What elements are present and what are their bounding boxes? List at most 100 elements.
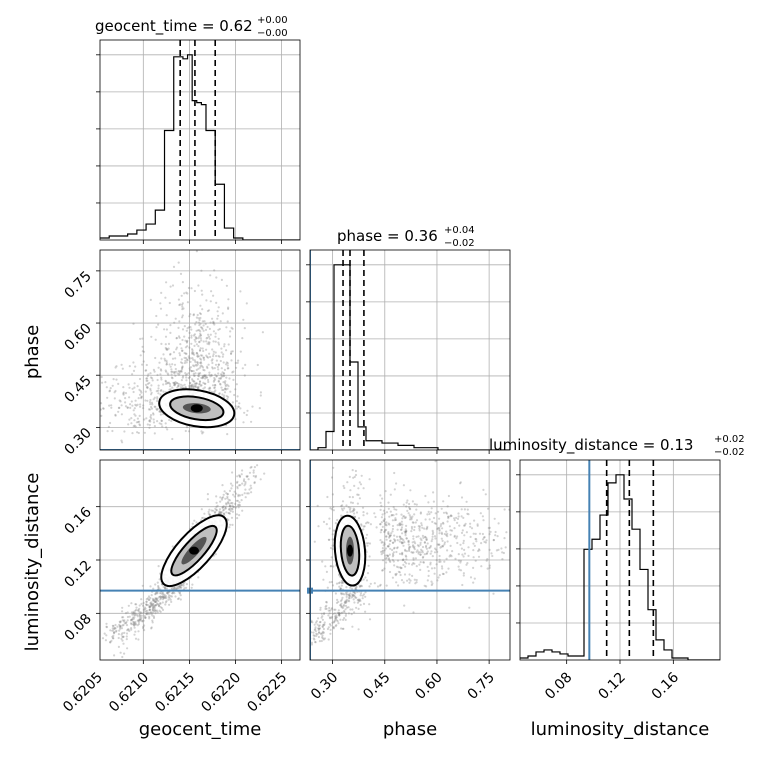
panel-luminosity-distance-vs-geocent-time-sample-1049 [167, 594, 171, 597]
panel-luminosity-distance-vs-geocent-time-sample-46 [201, 516, 204, 520]
panel-luminosity-distance-vs-phase-sample-622 [421, 534, 424, 538]
panel-phase-vs-geocent-time-sample-370 [166, 372, 169, 375]
panel-phase-vs-geocent-time-sample-244 [198, 329, 201, 332]
panel-luminosity-distance-vs-geocent-time-sample-312 [241, 509, 244, 512]
panel-luminosity-distance-vs-phase-sample-1024 [408, 507, 411, 510]
panel-phase-vs-geocent-time-sample-28 [166, 348, 169, 351]
hist-phase-frame [309, 249, 511, 451]
panel-luminosity-distance-vs-geocent-time-sample-204 [154, 597, 157, 600]
panel-luminosity-distance-vs-phase-sample-525 [394, 517, 397, 520]
panel-luminosity-distance-vs-geocent-time-sample-336 [236, 504, 239, 507]
panel-phase-vs-geocent-time-sample-898 [120, 413, 123, 416]
panel-luminosity-distance-vs-geocent-time-sample-813 [228, 512, 231, 515]
panel-luminosity-distance-vs-phase-sample-1166 [323, 621, 326, 624]
panel-luminosity-distance-vs-phase-sample-999 [420, 522, 423, 525]
panel-luminosity-distance-vs-geocent-time-sample-107 [225, 492, 228, 495]
panel-luminosity-distance-vs-phase-sample-901 [404, 548, 407, 551]
yticklabel-phase-2: 0.60 [61, 321, 94, 354]
panel-luminosity-distance-vs-phase-sample-908 [501, 558, 504, 561]
panel-phase-vs-geocent-time-sample-1089 [157, 389, 160, 392]
hist-geocent-time-bin-4 [137, 230, 146, 240]
panel-luminosity-distance-vs-phase-sample-1009 [391, 576, 394, 579]
panel-luminosity-distance-vs-phase-sample-1029 [431, 535, 434, 538]
hist-luminosity-distance-frame [519, 459, 721, 661]
panel-phase-vs-geocent-time-sample-565 [202, 349, 205, 353]
panel-phase-vs-geocent-time-sample-160 [141, 363, 144, 366]
panel-luminosity-distance-vs-phase-sample-329 [368, 603, 371, 606]
panel-phase-vs-geocent-time-sample-14 [214, 389, 217, 392]
panel-phase-vs-geocent-time-sample-146 [187, 372, 190, 375]
panel-phase-vs-geocent-time-sample-823 [85, 359, 87, 361]
panel-phase-vs-geocent-time-sample-1081 [155, 407, 158, 410]
panel-luminosity-distance-vs-phase-sample-641 [462, 539, 465, 543]
panel-luminosity-distance-vs-phase-sample-156 [355, 511, 359, 514]
panel-luminosity-distance-vs-phase-sample-1048 [412, 551, 415, 554]
panel-luminosity-distance-vs-phase-sample-1257 [328, 623, 331, 626]
panel-luminosity-distance-vs-phase-sample-128 [378, 584, 382, 587]
panel-luminosity-distance-vs-geocent-time-sample-27 [215, 508, 218, 511]
panel-luminosity-distance-vs-phase-sample-259 [352, 476, 355, 479]
panel-luminosity-distance-vs-geocent-time-sample-180 [224, 507, 227, 510]
panel-luminosity-distance-vs-phase-sample-1189 [342, 604, 346, 607]
panel-luminosity-distance-vs-phase-sample-1226 [321, 615, 324, 618]
panel-phase-vs-geocent-time-sample-719 [150, 393, 153, 396]
xlabel-phase: phase [383, 719, 437, 740]
panel-phase-vs-geocent-time-sample-506 [207, 378, 210, 382]
panel-luminosity-distance-vs-phase-sample-1123 [323, 623, 326, 626]
panel-phase-vs-geocent-time-sample-672 [175, 346, 179, 349]
panel-luminosity-distance-vs-phase-sample-165 [349, 501, 353, 504]
panel-luminosity-distance-vs-geocent-time-sample-414 [231, 508, 234, 511]
panel-luminosity-distance-vs-phase-sample-983 [477, 548, 481, 551]
panel-luminosity-distance-vs-geocent-time-sample-1115 [105, 626, 108, 629]
panel-luminosity-distance-vs-geocent-time-sample-1062 [136, 624, 139, 627]
panel-phase-vs-geocent-time-sample-386 [212, 322, 215, 325]
panel-phase-vs-geocent-time-sample-184 [169, 352, 172, 356]
panel-phase-vs-geocent-time-sample-273 [192, 372, 195, 375]
hist-luminosity-distance-bin-11 [608, 483, 616, 660]
panel-luminosity-distance-vs-geocent-time-sample-984 [118, 629, 121, 632]
panel-phase-vs-geocent-time-sample-473 [181, 362, 184, 365]
panel-luminosity-distance-vs-phase-sample-268 [352, 594, 355, 597]
panel-luminosity-distance-vs-phase-sample-631 [419, 537, 422, 540]
panel-luminosity-distance-vs-phase-sample-853 [461, 529, 464, 532]
panel-phase-vs-geocent-time-sample-661 [220, 351, 223, 354]
panel-luminosity-distance-vs-geocent-time-sample-645 [152, 599, 155, 602]
title-geocent-time-sup: +0.00 [257, 15, 288, 26]
panel-luminosity-distance-vs-geocent-time-sample-809 [164, 603, 167, 606]
panel-luminosity-distance-vs-phase-sample-950 [411, 545, 414, 548]
panel-luminosity-distance-vs-phase-sample-510 [439, 546, 442, 549]
panel-luminosity-distance-vs-phase-sample-882 [381, 513, 384, 516]
panel-luminosity-distance-vs-geocent-time-sample-12 [170, 600, 173, 604]
panel-phase-vs-geocent-time-sample-682 [191, 357, 194, 360]
panel-luminosity-distance-vs-phase-sample-309 [331, 584, 335, 587]
panel-luminosity-distance-vs-geocent-time-sample-146 [237, 503, 241, 506]
panel-phase-vs-geocent-time-sample-327 [218, 377, 221, 380]
panel-luminosity-distance-vs-geocent-time-sample-664 [154, 600, 157, 603]
panel-luminosity-distance-vs-geocent-time-sample-371 [222, 509, 225, 512]
panel-luminosity-distance-vs-geocent-time-sample-548 [155, 604, 158, 607]
panel-phase-vs-geocent-time-sample-701 [119, 400, 122, 403]
panel-luminosity-distance-vs-geocent-time-sample-1109 [145, 600, 148, 603]
panel-phase-vs-geocent-time-sample-200 [201, 293, 204, 296]
panel-phase-vs-geocent-time-sample-563 [183, 335, 186, 338]
panel-luminosity-distance-vs-phase-sample-815 [430, 567, 434, 570]
panel-phase-vs-geocent-time-sample-143 [181, 302, 184, 305]
panel-phase-vs-geocent-time-sample-67 [169, 385, 172, 388]
panel-luminosity-distance-vs-geocent-time-sample-481 [254, 476, 257, 479]
panel-luminosity-distance-vs-geocent-time-sample-980 [125, 621, 128, 624]
hist-phase-bin-11 [398, 445, 406, 450]
panel-luminosity-distance-vs-geocent-time-sample-515 [168, 603, 171, 606]
panel-luminosity-distance-vs-phase-sample-899 [390, 514, 393, 517]
panel-luminosity-distance-vs-phase-sample-900 [469, 576, 473, 579]
panel-luminosity-distance-vs-phase-sample-602 [418, 525, 421, 528]
panel-phase-vs-geocent-time-sample-225 [169, 388, 172, 391]
panel-phase-vs-geocent-time-sample-437 [228, 335, 232, 338]
panel-luminosity-distance-vs-phase-sample-1237 [333, 620, 336, 623]
panel-luminosity-distance-vs-phase-sample-533 [407, 540, 410, 543]
panel-luminosity-distance-vs-phase-sample-1003 [390, 532, 393, 535]
panel-phase-vs-geocent-time-sample-58 [139, 337, 142, 340]
panel-luminosity-distance-vs-geocent-time-sample-692 [226, 495, 229, 498]
panel-luminosity-distance-vs-phase-sample-573 [395, 550, 398, 554]
panel-luminosity-distance-vs-phase-sample-1083 [439, 560, 442, 563]
